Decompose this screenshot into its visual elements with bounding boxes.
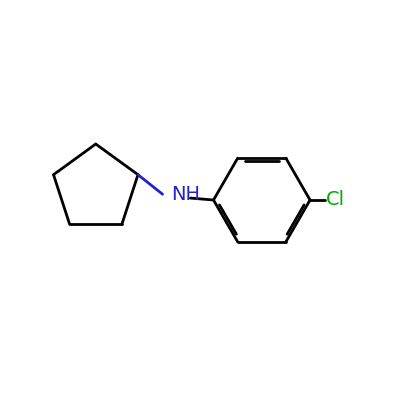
Text: Cl: Cl — [326, 190, 345, 210]
Text: NH: NH — [171, 185, 200, 204]
